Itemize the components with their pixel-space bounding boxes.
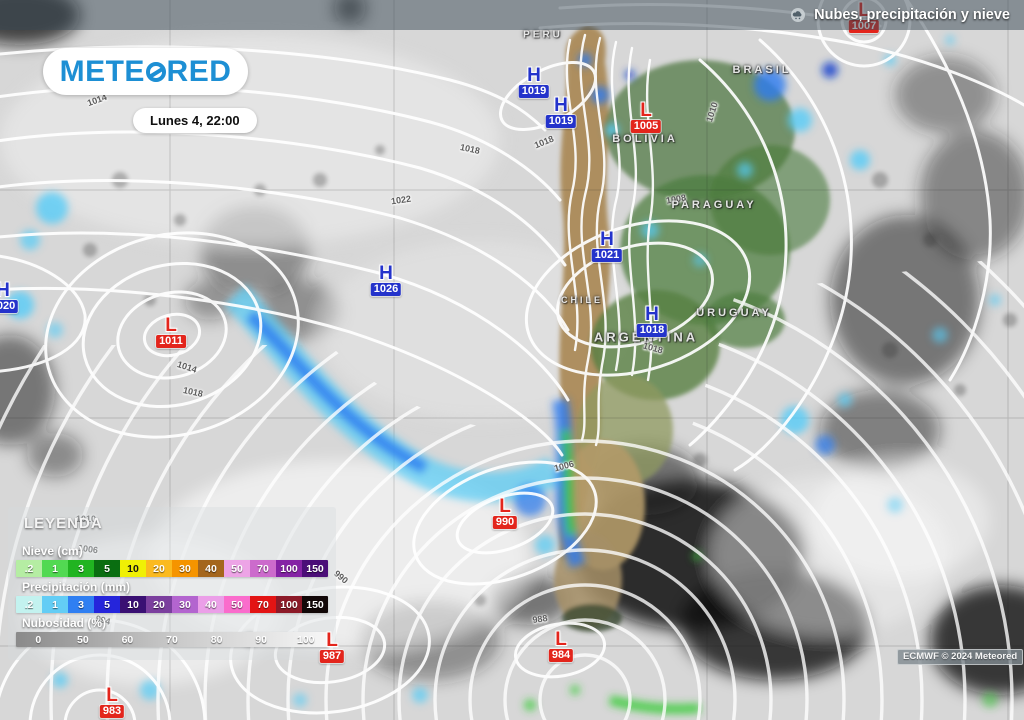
legend-scale-segment: 100 [276,560,302,577]
legend-row-label: Nieve (cm) [22,544,83,558]
legend-scale-segment: 30 [172,596,198,613]
logo-prefix: METE [59,54,145,88]
legend-scale-segment: 5 [94,560,120,577]
legend-scale-segment: 70 [250,560,276,577]
precipitation-overlay [6,35,1001,714]
legend-panel: LEYENDA Nieve (cm) .2 1 3 5 10 20 30 40 50 70 100 15… [8,507,336,660]
legend-scale-segment: 50 [224,560,250,577]
legend-row-label: Nubosidad (%) [22,616,106,630]
meteored-logo[interactable]: METE RED [43,48,248,95]
legend-color-scale: .2 1 3 5 10 20 30 40 50 70 100 150 [16,596,328,613]
legend-scale-segment: 70 [250,596,276,613]
country-label: BRASIL [732,64,792,76]
legend-color-scale: .2 1 3 5 10 20 30 40 50 70 100 150 [16,560,328,577]
legend-scale-tick: 0 [35,633,42,646]
legend-scale-segment: 150 [302,560,328,577]
forecast-datetime-label: Lunes 4, 22:00 [133,108,257,133]
legend-scale-segment: 50 [224,596,250,613]
legend-scale-segment: .2 [16,596,42,613]
legend-scale-segment: 3 [68,560,94,577]
isobar-label: 1010 [75,514,97,524]
cloud-precip-icon [791,8,806,22]
attribution-badge: ECMWF © 2024 Meteored [897,649,1024,665]
isobar-label: 988 [531,613,549,625]
map-layer-title: Nubes, precipitación y nieve [814,7,1010,23]
country-label: PERU [523,29,563,41]
country-label: ARGENTINA [593,329,699,345]
legend-gradient-scale: 0 50 60 70 80 90 100 [16,632,328,647]
legend-scale-segment: 150 [302,596,328,613]
legend-row: Precipitación (mm) .2 1 3 5 10 20 30 40 50 70 100 15… [16,580,328,613]
legend-scale-segment: 20 [146,596,172,613]
legend-scale-tick: 50 [77,633,89,646]
legend-scale-tick: 90 [255,633,268,646]
country-label: PARAGUAY [671,199,757,211]
legend-scale-segment: 1 [42,560,68,577]
legend-row: Nubosidad (%) 0 50 60 70 80 90 100 [16,616,328,647]
legend-scale-segment: 10 [120,560,146,577]
legend-scale-segment: 5 [94,596,120,613]
legend-scale-segment: 40 [198,560,224,577]
legend-scale-segment: 30 [172,560,198,577]
legend-scale-tick: 100 [296,633,315,646]
logo-o-icon [145,62,166,82]
meteored-logo-text: METE RED [60,55,232,89]
legend-scale-tick: 80 [210,633,223,646]
logo-suffix: RED [166,54,232,88]
legend-title: LEYENDA [24,515,103,532]
legend-scale-segment: 100 [276,596,302,613]
top-title-bar: Nubes, precipitación y nieve [0,0,1024,30]
legend-scale-tick: 60 [121,633,134,646]
country-label: BOLIVIA [612,133,678,145]
legend-row: Nieve (cm) .2 1 3 5 10 20 30 40 50 70 100 150 [16,544,328,577]
country-label: URUGUAY [696,307,772,319]
legend-scale-segment: 1 [42,596,68,613]
legend-scale-tick: 70 [166,633,178,646]
legend-rows: Nieve (cm) .2 1 3 5 10 20 30 40 50 70 100 150 Precipi… [16,544,328,647]
legend-scale-segment: 3 [68,596,94,613]
legend-scale-segment: 40 [198,596,224,613]
legend-scale-segment: .2 [16,560,42,577]
legend-scale-segment: 20 [146,560,172,577]
country-label: CHILE [561,295,603,305]
legend-scale-segment: 10 [120,596,146,613]
legend-row-label: Precipitación (mm) [22,580,131,594]
